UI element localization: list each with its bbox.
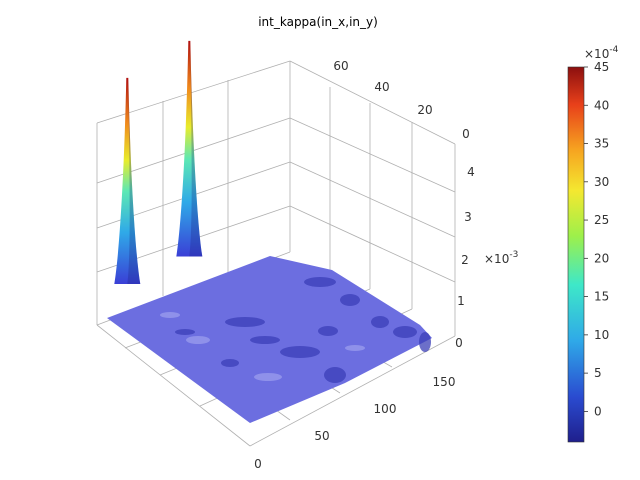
colorbar: ×10-4 0 5 10 15 20 25 30 35 40 45 [567, 45, 619, 443]
z-tick: 0 [455, 336, 463, 350]
surface [107, 256, 432, 423]
x-tick: 150 [433, 375, 456, 389]
peak-shade-2 [189, 40, 203, 257]
colorbar-multiplier: ×10-4 [584, 45, 619, 61]
z-axis-multiplier: ×10-3 [484, 250, 518, 266]
colorbar-tick-label: 15 [594, 290, 609, 304]
z-tick: 1 [457, 294, 465, 308]
z-tick: 4 [467, 165, 475, 179]
z-axis-ticks: 0 1 2 3 4 ×10-3 [455, 165, 518, 350]
colorbar-tick-label: 40 [594, 98, 609, 112]
y-tick: 60 [333, 59, 348, 73]
x-tick: 0 [254, 457, 262, 471]
x-tick: 50 [314, 429, 329, 443]
peaks [114, 40, 203, 284]
colorbar-tick-label: 20 [594, 251, 609, 265]
y-tick: 20 [417, 103, 432, 117]
colorbar-tick-label: 0 [594, 404, 602, 418]
z-tick: 3 [464, 210, 472, 224]
colorbar-tick-label: 35 [594, 137, 609, 151]
y-tick: 40 [374, 80, 389, 94]
z-tick: 2 [461, 253, 469, 267]
x-axis-ticks: 0 50 100 150 [254, 375, 455, 471]
chart-title: int_kappa(in_x,in_y) [258, 15, 378, 29]
colorbar-tick-label: 10 [594, 328, 609, 342]
colorbar-tick-label: 45 [594, 60, 609, 74]
peak-shade-1 [127, 77, 141, 284]
colorbar-ticks: 0 5 10 15 20 25 30 35 40 45 [584, 60, 609, 418]
peak-1 [114, 77, 141, 284]
surface-texture [175, 277, 431, 383]
surface-highlights [160, 312, 365, 381]
colorbar-tick-label: 25 [594, 213, 609, 227]
x-tick: 100 [374, 402, 397, 416]
colorbar-tick-label: 30 [594, 175, 609, 189]
colorbar-tick-label: 5 [594, 366, 602, 380]
y-tick: 0 [462, 127, 470, 141]
colorbar-ramp [567, 66, 585, 443]
y-axis-ticks: 0 20 40 60 [333, 59, 469, 141]
peak-2 [176, 40, 203, 257]
